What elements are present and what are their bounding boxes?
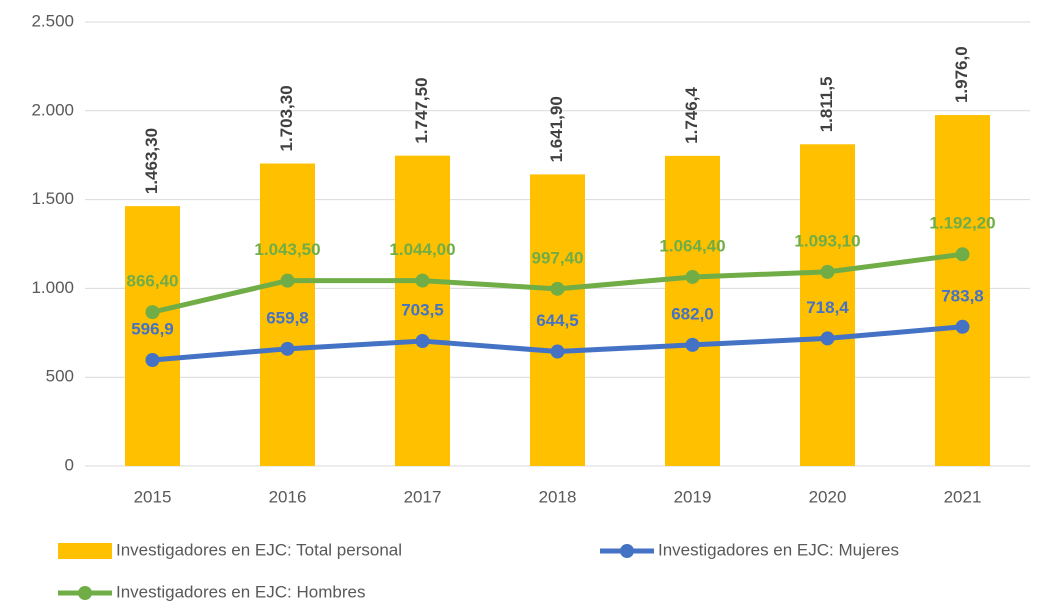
value-label: 659,8 [266,308,309,327]
marker [820,264,835,279]
marker [280,273,295,288]
y-tick-label: 500 [46,367,74,386]
legend-label: Investigadores en EJC: Total personal [116,540,402,559]
value-label: 703,5 [401,301,444,320]
marker [955,319,970,334]
value-label: 1.463,30 [142,128,161,194]
x-tick-label: 2021 [944,487,982,506]
value-label: 644,5 [536,311,579,330]
bar [395,155,450,467]
marker [550,281,565,296]
value-label: 1.976,0 [952,46,971,103]
x-tick-label: 2016 [269,487,307,506]
x-tick-label: 2018 [539,487,577,506]
marker [280,341,295,356]
y-tick-label: 2.000 [31,100,74,119]
y-tick-label: 2.500 [31,11,74,30]
bar [800,144,855,467]
value-label: 1.044,00 [389,240,455,259]
value-label: 997,40 [532,248,584,267]
bar [935,115,990,466]
marker [955,247,970,262]
marker [685,269,700,284]
x-tick-label: 2019 [674,487,712,506]
y-tick-label: 1.500 [31,189,74,208]
marker [550,344,565,359]
value-label: 1.064,40 [659,236,725,255]
value-label: 1.703,30 [277,85,296,151]
value-label: 1.746,4 [682,87,701,144]
bar [530,174,585,466]
x-tick-label: 2020 [809,487,847,506]
legend-label: Investigadores en EJC: Hombres [116,582,365,601]
value-label: 596,9 [131,319,174,338]
y-tick-label: 1.000 [31,278,74,297]
value-label: 866,40 [127,272,179,291]
value-label: 1.192,20 [929,214,995,233]
legend-marker [78,586,92,600]
marker [145,352,160,367]
legend-swatch [58,543,112,559]
marker [145,305,160,320]
x-tick-label: 2017 [404,487,442,506]
value-label: 1.093,10 [794,231,860,250]
value-label: 783,8 [941,286,984,305]
legend-label: Investigadores en EJC: Mujeres [658,540,899,559]
marker [820,331,835,346]
y-tick-label: 0 [65,455,74,474]
marker [415,334,430,349]
value-label: 1.043,50 [254,240,320,259]
bar [665,155,720,466]
marker [415,273,430,288]
value-label: 682,0 [671,304,714,323]
value-label: 1.747,50 [412,77,431,143]
legend-marker [620,544,634,558]
bar [260,163,315,466]
x-tick-label: 2015 [134,487,172,506]
marker [685,337,700,352]
value-label: 1.811,5 [817,76,836,132]
value-label: 1.641,90 [547,96,566,162]
bar [125,206,180,466]
value-label: 718,4 [806,298,849,317]
